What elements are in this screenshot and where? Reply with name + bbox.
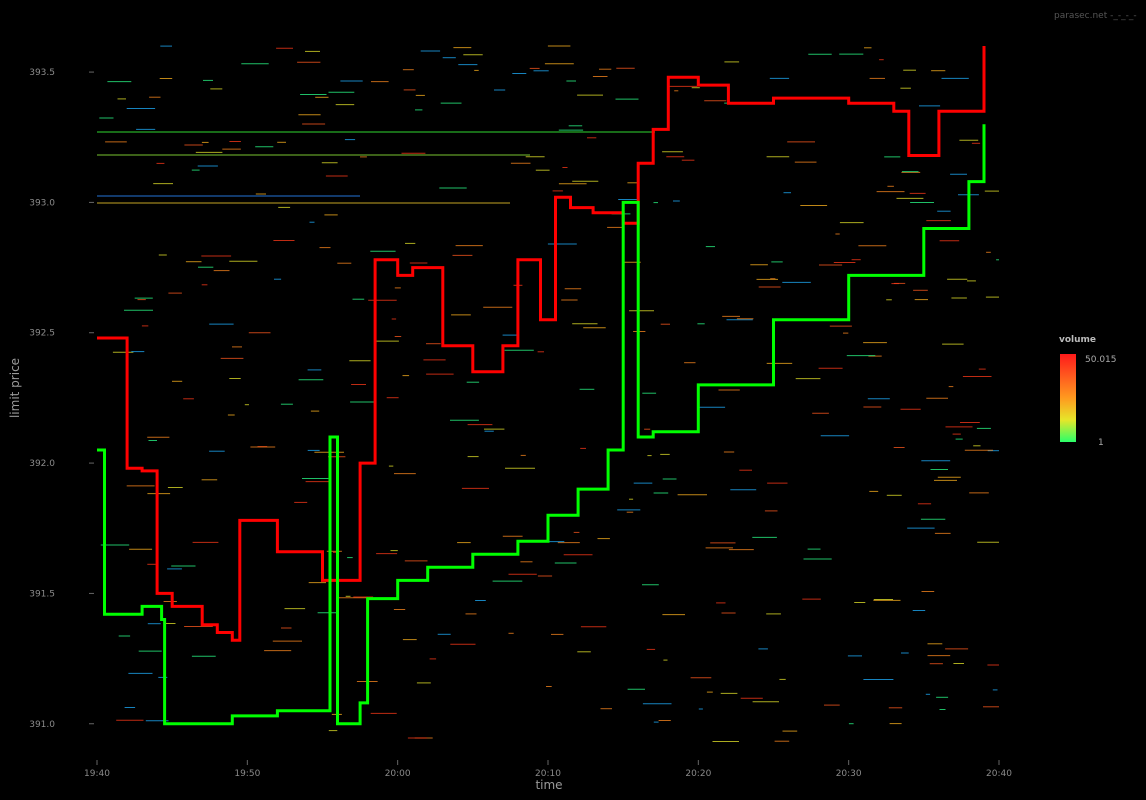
x-axis: 19:40 19:50 20:00 20:10 20:20 20:30 20:40 (84, 760, 1012, 779)
x-tick-label: 20:00 (385, 769, 411, 779)
x-tick-label: 19:50 (234, 769, 260, 779)
x-tick-label: 20:20 (685, 769, 711, 779)
legend-min-label: 1 (1098, 438, 1104, 448)
x-tick-label: 20:30 (836, 769, 862, 779)
y-tick-label: 392.0 (29, 459, 55, 469)
series-layer (97, 46, 986, 726)
legend-max-label: 50.015 (1085, 355, 1117, 365)
y-tick-label: 391.0 (29, 720, 55, 730)
y-tick-label: 393.0 (29, 198, 55, 208)
legend-title: volume (1059, 335, 1096, 345)
y-axis-title: limit price (8, 358, 22, 418)
volume-legend: volume 50.015 1 (1059, 335, 1117, 448)
y-tick-label: 393.5 (29, 68, 55, 78)
legend-gradient-bar (1060, 354, 1076, 442)
bid-series-line (97, 124, 986, 726)
y-tick-label: 392.5 (29, 329, 55, 339)
x-tick-label: 20:10 (535, 769, 561, 779)
watermark: parasec.net -_-_-_- (1054, 11, 1137, 21)
y-axis: 391.0 391.5 392.0 392.5 393.0 393.5 (29, 68, 94, 730)
x-tick-label: 19:40 (84, 769, 110, 779)
x-axis-title: time (535, 778, 562, 792)
y-tick-label: 391.5 (29, 589, 55, 599)
ask-series-line (97, 46, 986, 642)
order-book-segments (97, 45, 999, 742)
x-tick-label: 20:40 (986, 769, 1012, 779)
